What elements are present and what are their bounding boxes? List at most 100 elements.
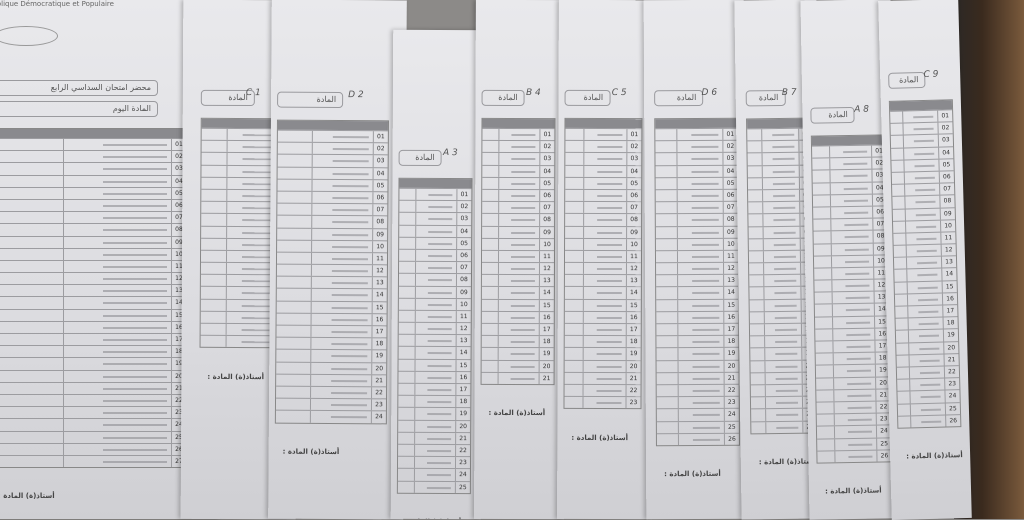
student-name-cell — [761, 201, 800, 214]
row-number: 18 — [942, 317, 958, 329]
student-name-cell — [582, 336, 626, 348]
header-text: ...blique Démocratique et Populaire — [0, 0, 114, 8]
handwritten-group-label: A 3 — [443, 148, 458, 159]
student-name-cell — [906, 293, 943, 306]
table-row: 10 — [277, 239, 388, 253]
student-name-cell — [834, 413, 876, 426]
row-number: 26 — [171, 443, 186, 455]
student-name-cell — [832, 352, 875, 365]
table-row: 13 — [481, 274, 554, 287]
table-row: 13 — [893, 255, 957, 270]
student-name-cell — [415, 237, 457, 250]
student-name-cell — [62, 394, 171, 407]
student-name-cell — [676, 189, 723, 202]
table-row: 01 — [0, 138, 186, 151]
row-number: 14 — [371, 289, 387, 301]
table-row: 07 — [399, 260, 472, 274]
student-name-cell — [583, 153, 627, 165]
table-row: 14 — [894, 267, 957, 282]
table-row: 09 — [655, 225, 738, 238]
student-name-cell — [583, 299, 626, 311]
student-name-cell — [677, 372, 724, 385]
table-row: 15 — [894, 279, 957, 294]
row-number: 07 — [456, 262, 472, 274]
student-name-cell — [309, 411, 371, 423]
student-name-cell — [414, 347, 456, 359]
student-name-cell — [908, 342, 944, 355]
table-row: 25 — [656, 420, 739, 433]
student-name-cell — [415, 188, 457, 201]
row-number: 01 — [372, 131, 388, 143]
row-number: 12 — [455, 323, 471, 335]
table-row: 20 — [896, 340, 959, 355]
student-name-cell — [62, 273, 171, 285]
table-row: 01 — [482, 127, 555, 141]
student-name-cell — [760, 128, 799, 141]
table-row: 06 — [565, 188, 642, 202]
table-row: 03 — [482, 152, 555, 165]
student-name-cell — [498, 153, 540, 165]
table-row: 12 — [893, 243, 956, 258]
student-name-cell — [830, 218, 873, 231]
student-name-cell — [909, 378, 945, 391]
student-name-cell — [62, 199, 171, 212]
table-row: 19 — [481, 347, 554, 360]
student-name-cell — [498, 141, 540, 153]
student-name-cell — [583, 128, 627, 141]
table-row: 20 — [481, 359, 554, 372]
subject-box: المادة — [745, 89, 786, 107]
student-name-cell — [676, 153, 723, 165]
student-name-cell — [62, 443, 171, 455]
table-row: 07 — [892, 182, 955, 197]
student-name-cell — [905, 256, 942, 269]
table-row: 23 — [897, 377, 960, 392]
student-name-cell — [676, 226, 723, 238]
student-name-cell — [225, 262, 276, 275]
table-row: 13 — [564, 274, 641, 287]
table-row: 15 — [276, 300, 387, 314]
row-number: 04 — [456, 225, 472, 237]
table-row: 10 — [565, 237, 642, 250]
row-number: 05 — [372, 179, 388, 192]
student-name-cell — [62, 260, 171, 273]
table-row: 24 — [0, 418, 186, 431]
student-name-cell — [763, 323, 802, 336]
row-number: 08 — [626, 214, 642, 226]
subject-box: المادة اليوم — [0, 101, 158, 117]
exam-title-box: محضر امتحان السداسي الرابع — [0, 80, 158, 96]
table-row: 14 — [656, 286, 739, 299]
table-row: 08 — [482, 213, 555, 226]
student-name-cell — [677, 421, 724, 433]
table-row: 22 — [398, 443, 471, 457]
table-row: 12 — [0, 272, 186, 285]
student-name-cell — [415, 262, 457, 274]
table-row: 08 — [277, 214, 388, 228]
student-name-cell — [834, 438, 877, 450]
student-name-cell — [498, 311, 539, 324]
table-row: 17 — [481, 322, 554, 336]
student-name-cell — [582, 384, 626, 397]
row-number: 21 — [943, 353, 959, 366]
row-number: 25 — [454, 481, 470, 493]
student-name-cell — [415, 274, 457, 286]
table-row: 17 — [398, 382, 471, 396]
table-row: 17 — [815, 339, 890, 353]
table-row: 20 — [564, 359, 641, 372]
row-number: 10 — [372, 240, 388, 253]
table-row: 12 — [481, 261, 554, 275]
row-number: 06 — [722, 189, 738, 201]
student-name-cell — [831, 267, 874, 280]
row-number: 18 — [371, 338, 387, 350]
row-number: 05 — [456, 237, 472, 250]
student-name-cell — [415, 322, 456, 335]
student-name-cell — [764, 384, 802, 397]
row-number: 06 — [539, 190, 555, 202]
row-number: 26 — [723, 433, 739, 445]
student-name-cell — [833, 401, 876, 414]
row-number: 16 — [538, 311, 554, 324]
student-name-cell — [62, 175, 171, 187]
student-name-cell — [909, 403, 946, 416]
student-name-cell — [909, 390, 945, 403]
